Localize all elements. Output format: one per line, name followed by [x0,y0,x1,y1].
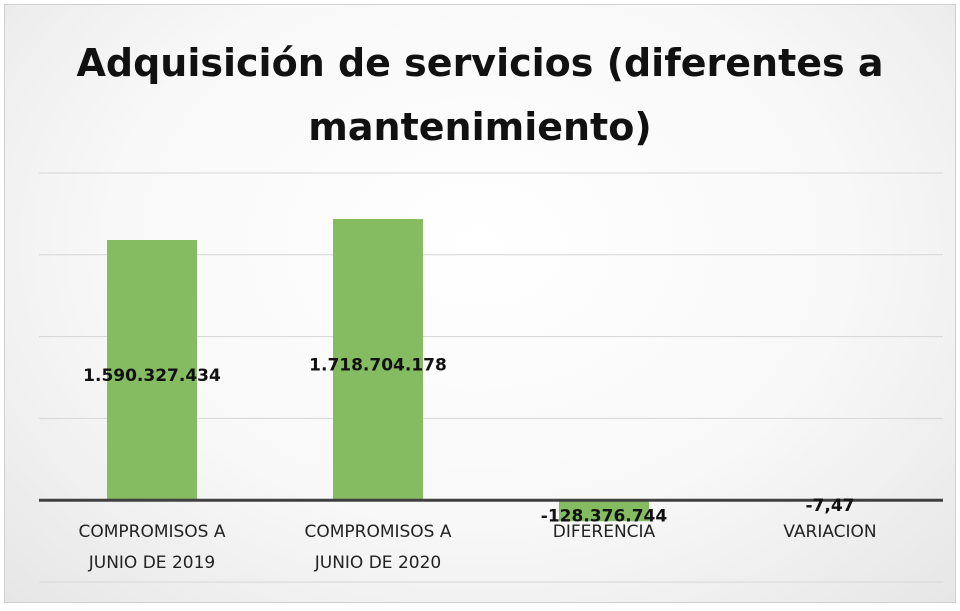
x-tick-label: VARIACION [783,522,877,542]
bar [559,500,649,522]
chart-title: Adquisición de servicios (diferentes a m… [76,41,884,149]
data-label: -128.376.744 [541,507,668,527]
x-tick-label: DIFERENCIA [552,522,656,542]
data-label: -7,47 [806,496,855,516]
plot-area: 1.590.327.434 1.718.704.178 -128.376.744 -7… [39,172,943,583]
x-tick-label: COMPROMISOS A JUNIO DE 2020 [304,522,452,573]
data-label: 1.718.704.178 [309,356,447,376]
data-label: 1.590.327.434 [83,366,221,386]
x-tick-label: COMPROMISOS A JUNIO DE 2019 [78,522,226,573]
chart: 1.590.327.434 1.718.704.178 -128.376.744 -7… [4,4,956,603]
bar [333,219,423,501]
bar [107,240,197,501]
